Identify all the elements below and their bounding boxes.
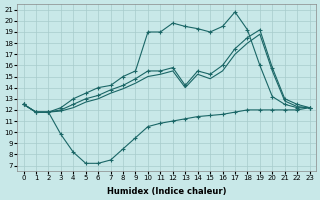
X-axis label: Humidex (Indice chaleur): Humidex (Indice chaleur) [107, 187, 226, 196]
